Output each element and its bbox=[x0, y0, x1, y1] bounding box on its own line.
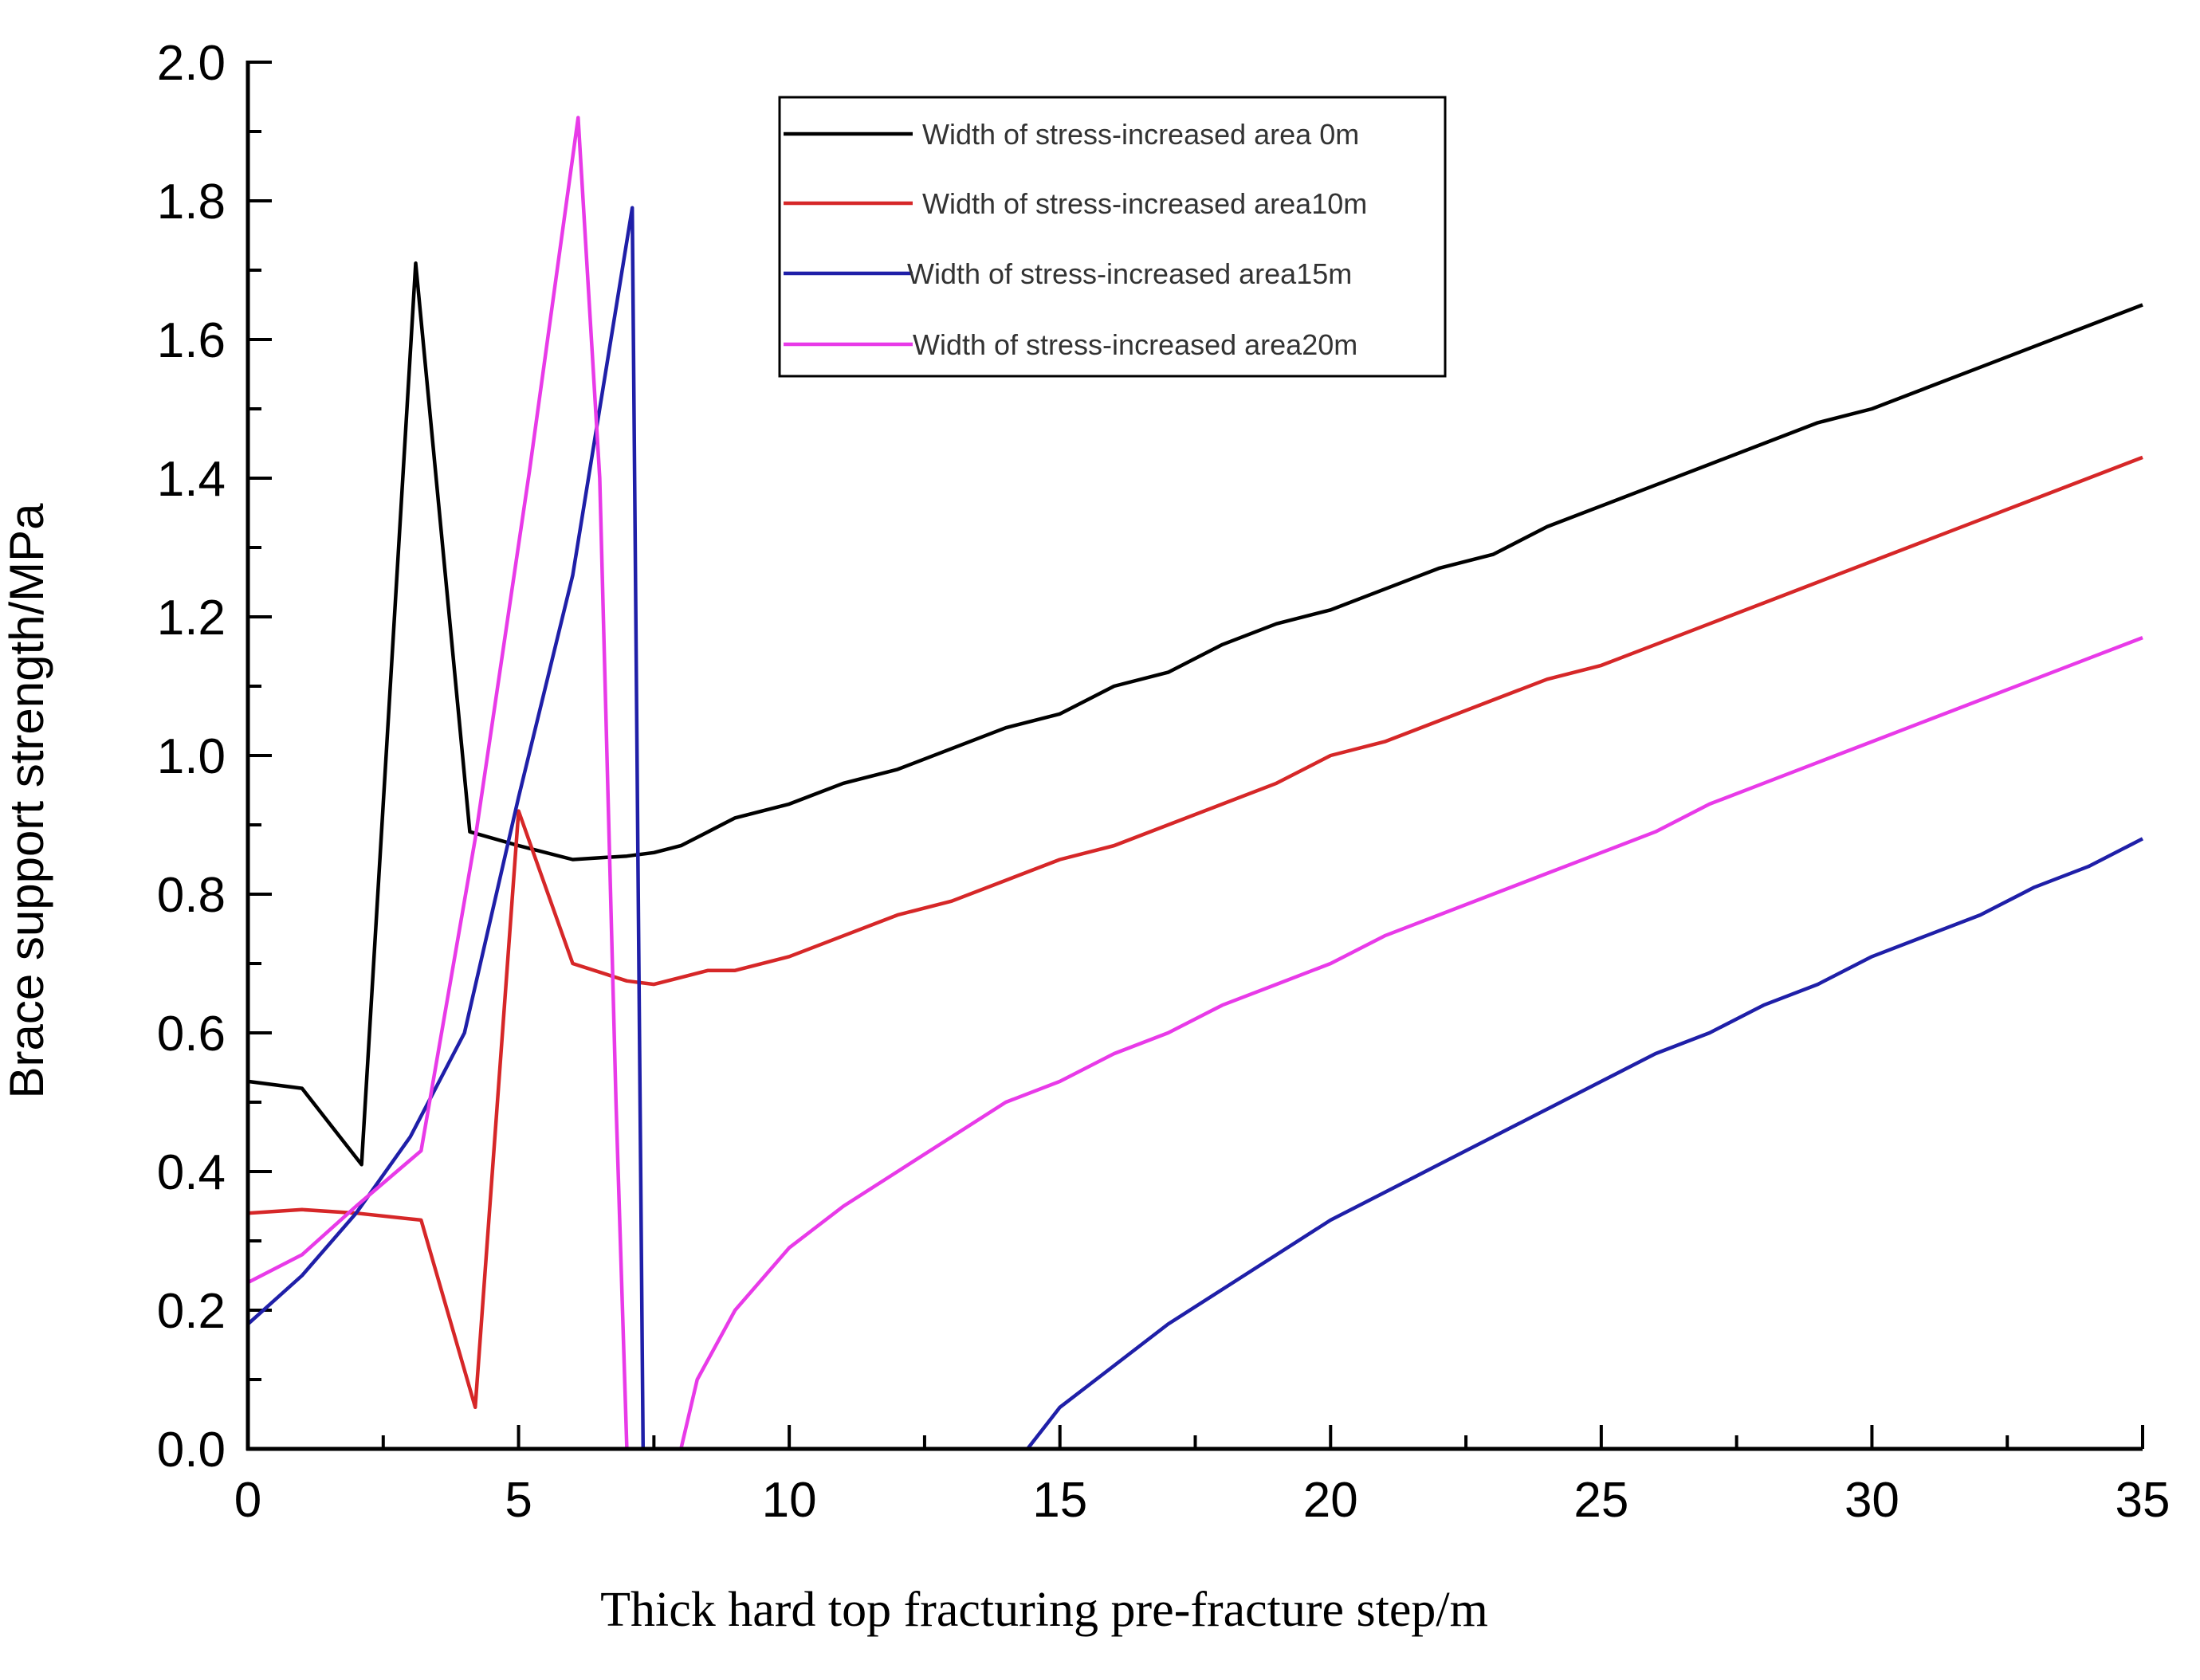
x-tick-label: 5 bbox=[505, 1473, 532, 1528]
tick-labels: 0.0 0.2 0.4 0.6 0.8 1.0 1.2 1.4 1.6 1.8 2.0 0 5 10 15 2… bbox=[157, 36, 2171, 1528]
y-tick-label: 2.0 bbox=[157, 36, 226, 91]
y-axis-title: Brace support strength/MPa bbox=[0, 503, 53, 1099]
y-tick-label: 1.8 bbox=[157, 175, 226, 230]
y-tick-label: 0.8 bbox=[157, 868, 226, 923]
y-tick-label: 1.2 bbox=[157, 591, 226, 646]
x-tick-label: 15 bbox=[1032, 1473, 1087, 1528]
y-tick-label: 0.4 bbox=[157, 1145, 226, 1200]
legend: Width of stress-increased area 0m Width o… bbox=[778, 96, 1447, 378]
y-tick-label: 0.0 bbox=[157, 1423, 226, 1478]
legend-label-1: Width of stress-increased area10m bbox=[922, 187, 1367, 220]
x-axis-title: Thick hard top fracturing pre-fracture s… bbox=[600, 1583, 1488, 1637]
y-tick-label: 1.0 bbox=[157, 729, 226, 784]
series-layer bbox=[246, 116, 2144, 1451]
legend-label-0: Width of stress-increased area 0m bbox=[922, 118, 1359, 151]
legend-box bbox=[778, 96, 1447, 378]
x-tick-label: 0 bbox=[234, 1473, 261, 1528]
y-tick-label: 0.2 bbox=[157, 1284, 226, 1339]
x-tick-label: 25 bbox=[1573, 1473, 1628, 1528]
x-tick-label: 10 bbox=[762, 1473, 817, 1528]
x-tick-label: 30 bbox=[1844, 1473, 1899, 1528]
legend-label-3: Width of stress-increased area20m bbox=[913, 328, 1357, 361]
y-tick-label: 1.6 bbox=[157, 313, 226, 368]
series-line-1 bbox=[247, 455, 2143, 1410]
series-line-3 bbox=[246, 116, 2143, 1451]
x-tick-label: 35 bbox=[2116, 1473, 2171, 1528]
y-tick-label: 1.4 bbox=[157, 452, 226, 507]
x-tick-label: 20 bbox=[1303, 1473, 1358, 1528]
series-line-2 bbox=[246, 206, 2144, 1451]
legend-label-2: Width of stress-increased area15m bbox=[907, 257, 1352, 290]
y-tick-label: 0.6 bbox=[157, 1007, 226, 1062]
series-line-0 bbox=[247, 261, 2143, 1167]
